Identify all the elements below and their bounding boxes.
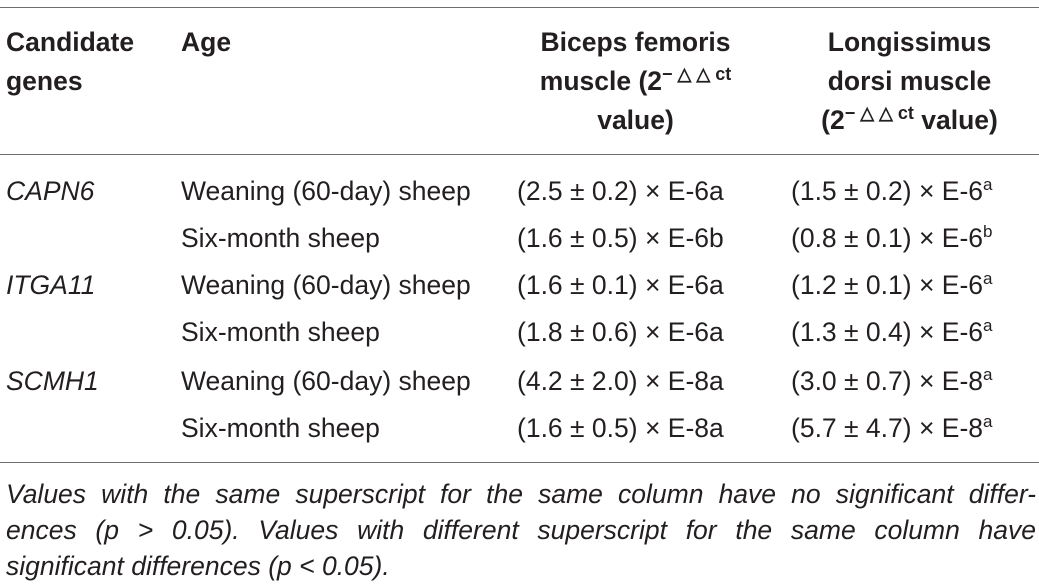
age-cell: Weaning (60-day) sheep	[181, 176, 471, 206]
header-longissimus-dorsi: Longissimus dorsi muscle (2− △ △ ct valu…	[821, 27, 998, 135]
longissimus-dorsi-value: (0.8 ± 0.1) × E-6b	[791, 221, 993, 253]
biceps-femoris-value: (1.6 ± 0.5) × E-8a	[517, 413, 724, 443]
age-cell: Six-month sheep	[181, 223, 380, 253]
longissimus-dorsi-value: (5.7 ± 4.7) × E-8a	[791, 411, 993, 443]
table-footnote: Values with the same superscript for the…	[6, 476, 1036, 584]
biceps-femoris-value: (4.2 ± 2.0) × E-8a	[517, 366, 724, 396]
gene-name: CAPN6	[6, 176, 95, 206]
table-bottom-rule	[0, 462, 1039, 463]
header-divider-rule	[0, 154, 1039, 155]
age-cell: Weaning (60-day) sheep	[181, 366, 471, 396]
biceps-femoris-value: (1.6 ± 0.5) × E-6b	[517, 223, 724, 253]
footnote-line: significant differences (p < 0.05).	[6, 551, 390, 581]
longissimus-dorsi-value: (1.5 ± 0.2) × E-6a	[791, 174, 993, 206]
footnote-line: Values with the same superscript for the…	[6, 479, 1036, 509]
biceps-femoris-value: (2.5 ± 0.2) × E-6a	[517, 176, 724, 206]
header-biceps-femoris: Biceps femoris muscle (2− △ △ ct value)	[539, 27, 732, 135]
age-cell: Six-month sheep	[181, 317, 380, 347]
age-cell: Six-month sheep	[181, 413, 380, 443]
longissimus-dorsi-value: (3.0 ± 0.7) × E-8a	[791, 364, 993, 396]
gene-name: SCMH1	[6, 366, 99, 396]
age-cell: Weaning (60-day) sheep	[181, 270, 471, 300]
biceps-femoris-value: (1.6 ± 0.1) × E-6a	[517, 270, 724, 300]
footnote-line: ences (p > 0.05). Values with different …	[6, 515, 1036, 545]
gene-name: ITGA11	[6, 270, 96, 300]
longissimus-dorsi-value: (1.3 ± 0.4) × E-6a	[791, 315, 993, 347]
header-age: Age	[181, 27, 232, 57]
longissimus-dorsi-value: (1.2 ± 0.1) × E-6a	[791, 268, 993, 300]
table-top-rule	[0, 7, 1039, 8]
header-candidate-genes: Candidate genes	[6, 27, 135, 96]
biceps-femoris-value: (1.8 ± 0.6) × E-6a	[517, 317, 724, 347]
